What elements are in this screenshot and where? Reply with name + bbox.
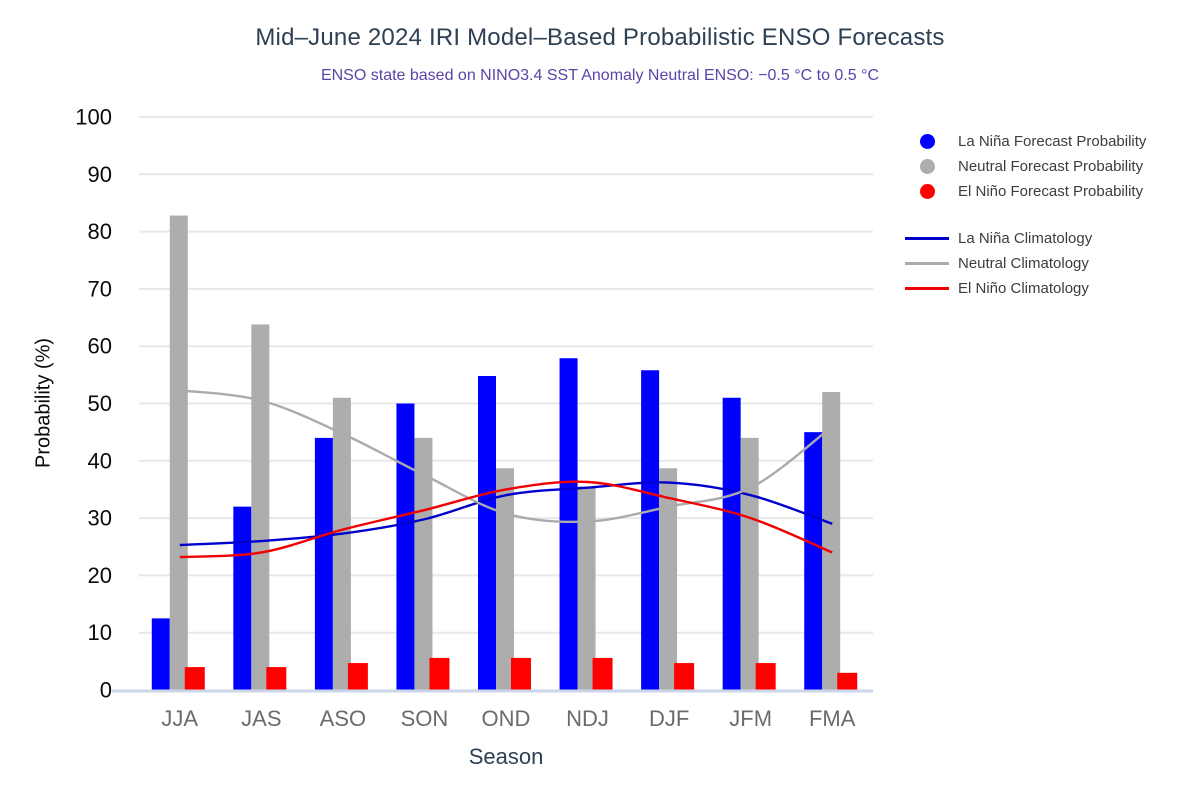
legend-item-la-nina-climatology[interactable]: La Niña Climatology — [905, 226, 1185, 251]
y-tick-label-80: 80 — [88, 219, 112, 244]
bar-JAS-0 — [233, 506, 252, 690]
bar-JJA-0 — [151, 618, 170, 690]
y-tick-label-0: 0 — [100, 678, 112, 703]
bar-OND-0 — [478, 375, 496, 690]
legend-label: El Niño Forecast Probability — [958, 183, 1144, 200]
legend-label: El Niño Climatology — [958, 280, 1089, 297]
x-tick-label-SON: SON — [401, 706, 449, 731]
bar-FMA-2 — [837, 672, 858, 690]
bar-OND-1 — [496, 468, 514, 690]
bar-DJF-2 — [674, 663, 695, 690]
bar-SON-2 — [429, 657, 450, 690]
x-tick-label-NDJ: NDJ — [566, 706, 609, 731]
bar-ASO-2 — [347, 663, 368, 690]
bar-JJA-1 — [169, 215, 188, 690]
y-tick-label-70: 70 — [88, 276, 112, 301]
la-nina-dot-swatch — [919, 134, 935, 149]
bar-JAS-2 — [266, 667, 287, 690]
bar-DJF-1 — [659, 468, 678, 690]
bar-NDJ-2 — [592, 657, 613, 690]
x-tick-label-OND: OND — [482, 706, 531, 731]
x-axis-title: Season — [468, 744, 544, 769]
bar-JFM-1 — [740, 437, 759, 690]
chart-title: Mid–June 2024 IRI Model–Based Probabilis… — [255, 24, 945, 51]
legend-item-el-nino-forecast[interactable]: El Niño Forecast Probability — [905, 179, 1185, 204]
bar-FMA-1 — [822, 392, 841, 690]
neutral-line-swatch — [905, 262, 949, 265]
x-tick-label-JFM: JFM — [729, 706, 772, 731]
bar-SON-0 — [396, 403, 415, 690]
bar-ASO-1 — [332, 397, 351, 690]
y-tick-label-90: 90 — [88, 162, 112, 187]
x-tick-label-FMA: FMA — [809, 706, 856, 731]
y-tick-label-50: 50 — [88, 391, 112, 416]
bar-NDJ-1 — [577, 486, 596, 690]
y-tick-label-100: 100 — [75, 105, 112, 130]
el-nino-line-swatch — [905, 287, 949, 290]
legend-label: La Niña Climatology — [958, 230, 1093, 247]
y-tick-label-10: 10 — [88, 620, 112, 645]
bar-SON-1 — [414, 437, 433, 690]
bar-DJF-0 — [641, 370, 660, 690]
bar-JAS-1 — [251, 324, 270, 690]
la-nina-line-swatch — [905, 237, 949, 240]
y-tick-label-60: 60 — [88, 334, 112, 359]
el-nino-dot-swatch — [919, 184, 935, 199]
y-axis-title: Probability (%) — [32, 337, 55, 469]
y-tick-label-40: 40 — [88, 448, 112, 473]
climatology-line-2 — [179, 480, 833, 559]
legend-item-neutral-climatology[interactable]: Neutral Climatology — [905, 251, 1185, 276]
x-tick-label-JJA: JJA — [161, 706, 198, 731]
x-tick-label-DJF: DJF — [649, 706, 689, 731]
x-tick-label-JAS: JAS — [241, 706, 281, 731]
chart-subtitle: ENSO state based on NINO3.4 SST Anomaly … — [320, 67, 880, 84]
legend-label: Neutral Forecast Probability — [958, 158, 1144, 175]
legend: La Niña Forecast Probability Neutral For… — [905, 129, 1185, 301]
legend-item-el-nino-climatology[interactable]: El Niño Climatology — [905, 276, 1185, 301]
bar-JFM-0 — [722, 397, 741, 690]
bar-JJA-2 — [184, 667, 205, 690]
bar-NDJ-0 — [559, 358, 578, 690]
x-tick-label-ASO: ASO — [320, 706, 366, 731]
y-tick-label-30: 30 — [88, 506, 112, 531]
bar-FMA-0 — [804, 432, 823, 690]
bar-ASO-0 — [314, 437, 333, 690]
legend-item-neutral-forecast[interactable]: Neutral Forecast Probability — [905, 154, 1185, 179]
legend-item-la-nina-forecast[interactable]: La Niña Forecast Probability — [905, 129, 1185, 154]
y-tick-label-20: 20 — [88, 563, 112, 588]
bar-JFM-2 — [755, 663, 776, 690]
legend-label: La Niña Forecast Probability — [958, 133, 1147, 150]
climatology-line-1 — [179, 389, 833, 524]
bar-OND-2 — [511, 657, 531, 690]
neutral-dot-swatch — [919, 159, 935, 174]
climatology-line-0 — [179, 481, 833, 547]
legend-label: Neutral Climatology — [958, 255, 1089, 272]
